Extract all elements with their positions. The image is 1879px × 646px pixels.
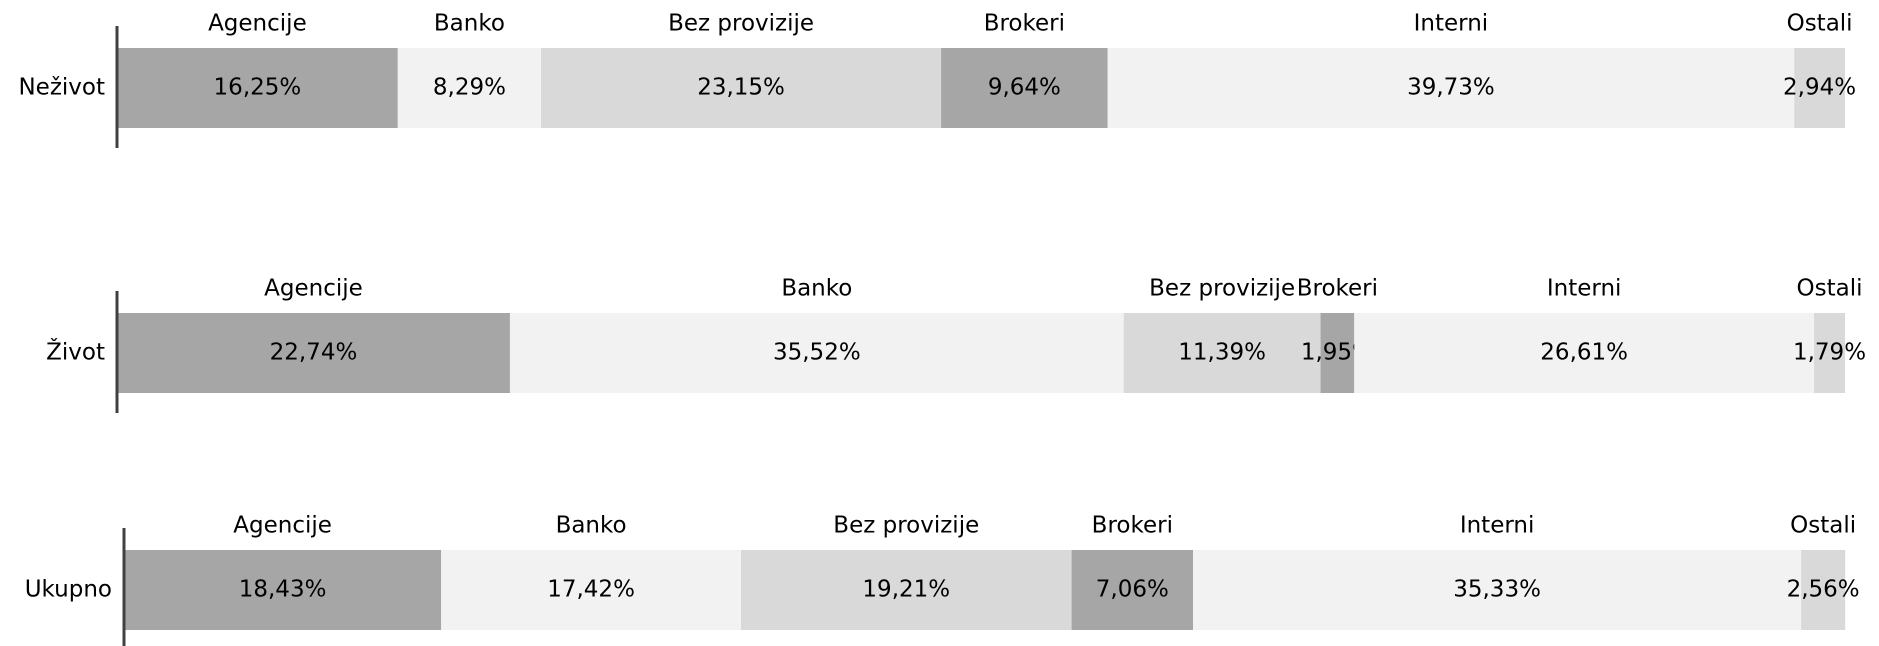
bar-segment	[1193, 550, 1802, 630]
bar-segment	[740, 550, 1072, 630]
bar-segment	[397, 48, 542, 128]
bar-segment	[124, 550, 442, 630]
segment-name: Bez provizije	[668, 11, 814, 37]
value-label: 7,06%	[1096, 577, 1169, 603]
segment-name: Bez provizije	[833, 513, 979, 539]
value-label: 23,15%	[697, 75, 785, 101]
segment-name: Banko	[434, 11, 505, 37]
row-label: Ukupno	[25, 577, 112, 603]
bar-segment	[441, 550, 741, 630]
bar-segment	[1814, 313, 1845, 393]
bar-segment	[117, 313, 510, 393]
segment-name: Ostali	[1797, 276, 1863, 302]
value-label: 18,43%	[239, 577, 327, 603]
segment-name: Banko	[556, 513, 627, 539]
value-label: 2,56%	[1787, 577, 1860, 603]
segment-name: Brokeri	[1297, 276, 1378, 302]
bar-segment	[941, 48, 1108, 128]
value-label: 35,33%	[1453, 577, 1541, 603]
value-label: 9,64%	[988, 75, 1061, 101]
value-label: 39,73%	[1407, 75, 1495, 101]
value-label: 2,94%	[1783, 75, 1856, 101]
segment-name: Ostali	[1790, 513, 1856, 539]
bar-segment	[509, 313, 1124, 393]
segment-name: Brokeri	[984, 11, 1065, 37]
segment-name: Ostali	[1787, 11, 1853, 37]
bar-segment	[541, 48, 942, 128]
segment-name: Brokeri	[1092, 513, 1173, 539]
value-label: 17,42%	[547, 577, 635, 603]
value-label: 35,52%	[773, 340, 861, 366]
value-label: 26,61%	[1540, 340, 1628, 366]
value-label: 22,74%	[270, 340, 358, 366]
value-label: 19,21%	[862, 577, 950, 603]
value-label: 8,29%	[433, 75, 506, 101]
bar-segment	[1320, 313, 1355, 393]
value-label: 11,39%	[1178, 340, 1266, 366]
row-label: Život	[46, 338, 105, 366]
bar-segment	[1354, 313, 1815, 393]
bar-segment	[1071, 550, 1194, 630]
bar-segment	[1107, 48, 1795, 128]
bar-segment	[1123, 313, 1321, 393]
segment-name: Interni	[1414, 11, 1489, 37]
value-label: 16,25%	[214, 75, 302, 101]
bar-segment	[117, 48, 398, 128]
value-label: 1,79%	[1793, 340, 1866, 366]
segment-name: Bez provizije	[1149, 276, 1295, 302]
bar-segment	[1794, 48, 1845, 128]
segment-name: Agencije	[264, 276, 363, 302]
segment-name: Banko	[781, 276, 852, 302]
segment-name: Interni	[1460, 513, 1535, 539]
segment-name: Interni	[1547, 276, 1622, 302]
row-label: Neživot	[18, 75, 105, 101]
segment-name: Agencije	[208, 11, 307, 37]
bar-segment	[1801, 550, 1846, 630]
segment-name: Agencije	[233, 513, 332, 539]
